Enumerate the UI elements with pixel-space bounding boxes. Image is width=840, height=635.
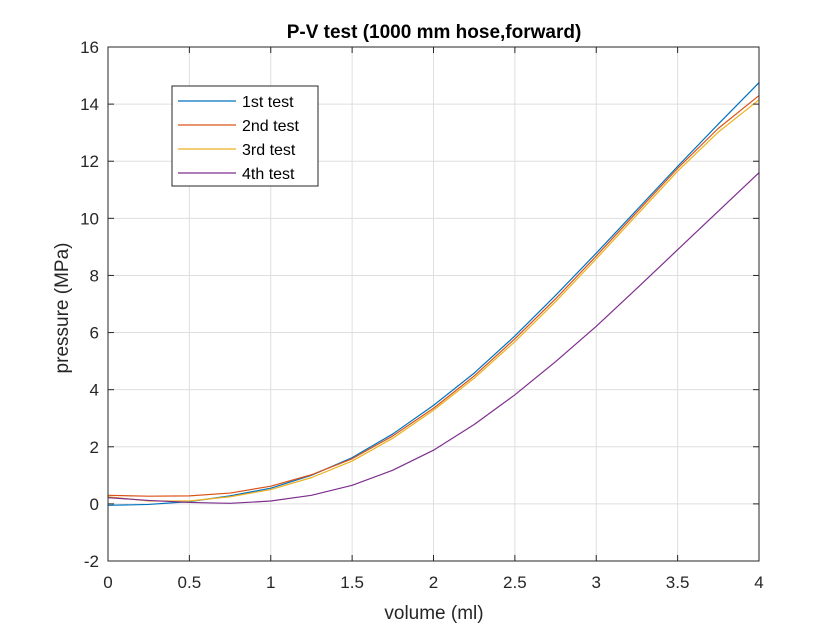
series-lines [107,82,760,506]
y-tick-label: 2 [90,438,99,457]
y-tick-label: 16 [80,38,99,57]
series-line-2 [107,94,760,497]
x-tick-label: 3 [592,573,601,592]
x-tick-label: 2 [429,573,438,592]
x-tick-label: 4 [754,573,763,592]
legend-label-1: 1st test [242,94,294,111]
y-tick-label: 6 [90,324,99,343]
y-tick-label: 10 [80,209,99,228]
legend-label-2: 2nd test [242,118,299,135]
x-tick-label: 2.5 [503,573,527,592]
x-tick-label: 3.5 [666,573,690,592]
legend-label-3: 3rd test [242,142,296,159]
y-tick-label: 8 [90,266,99,285]
y-tick-label: 12 [80,152,99,171]
x-tick-label: 1 [266,573,275,592]
chart-title: P-V test (1000 mm hose,forward) [287,22,582,43]
x-axis-label: volume (ml) [384,603,483,624]
legend: 1st test 2nd test 3rd test 4th test [171,85,319,187]
series-line-3 [107,99,760,502]
legend-label-4: 4th test [242,166,295,183]
y-tick-label: 4 [90,381,99,400]
y-tick-label: -2 [84,552,99,571]
grid [107,46,760,562]
x-tick-label: 0 [103,573,112,592]
legend-entries: 1st test 2nd test 3rd test 4th test [178,94,299,183]
y-tick-label: 14 [80,95,99,114]
y-axis-label: pressure (MPa) [52,243,73,374]
x-tick-label: 1.5 [340,573,364,592]
axis-ticks [107,46,760,562]
series-line-4 [107,172,760,504]
x-tick-label: 0.5 [178,573,202,592]
y-tick-label: 0 [90,495,99,514]
legend-box [171,85,319,187]
